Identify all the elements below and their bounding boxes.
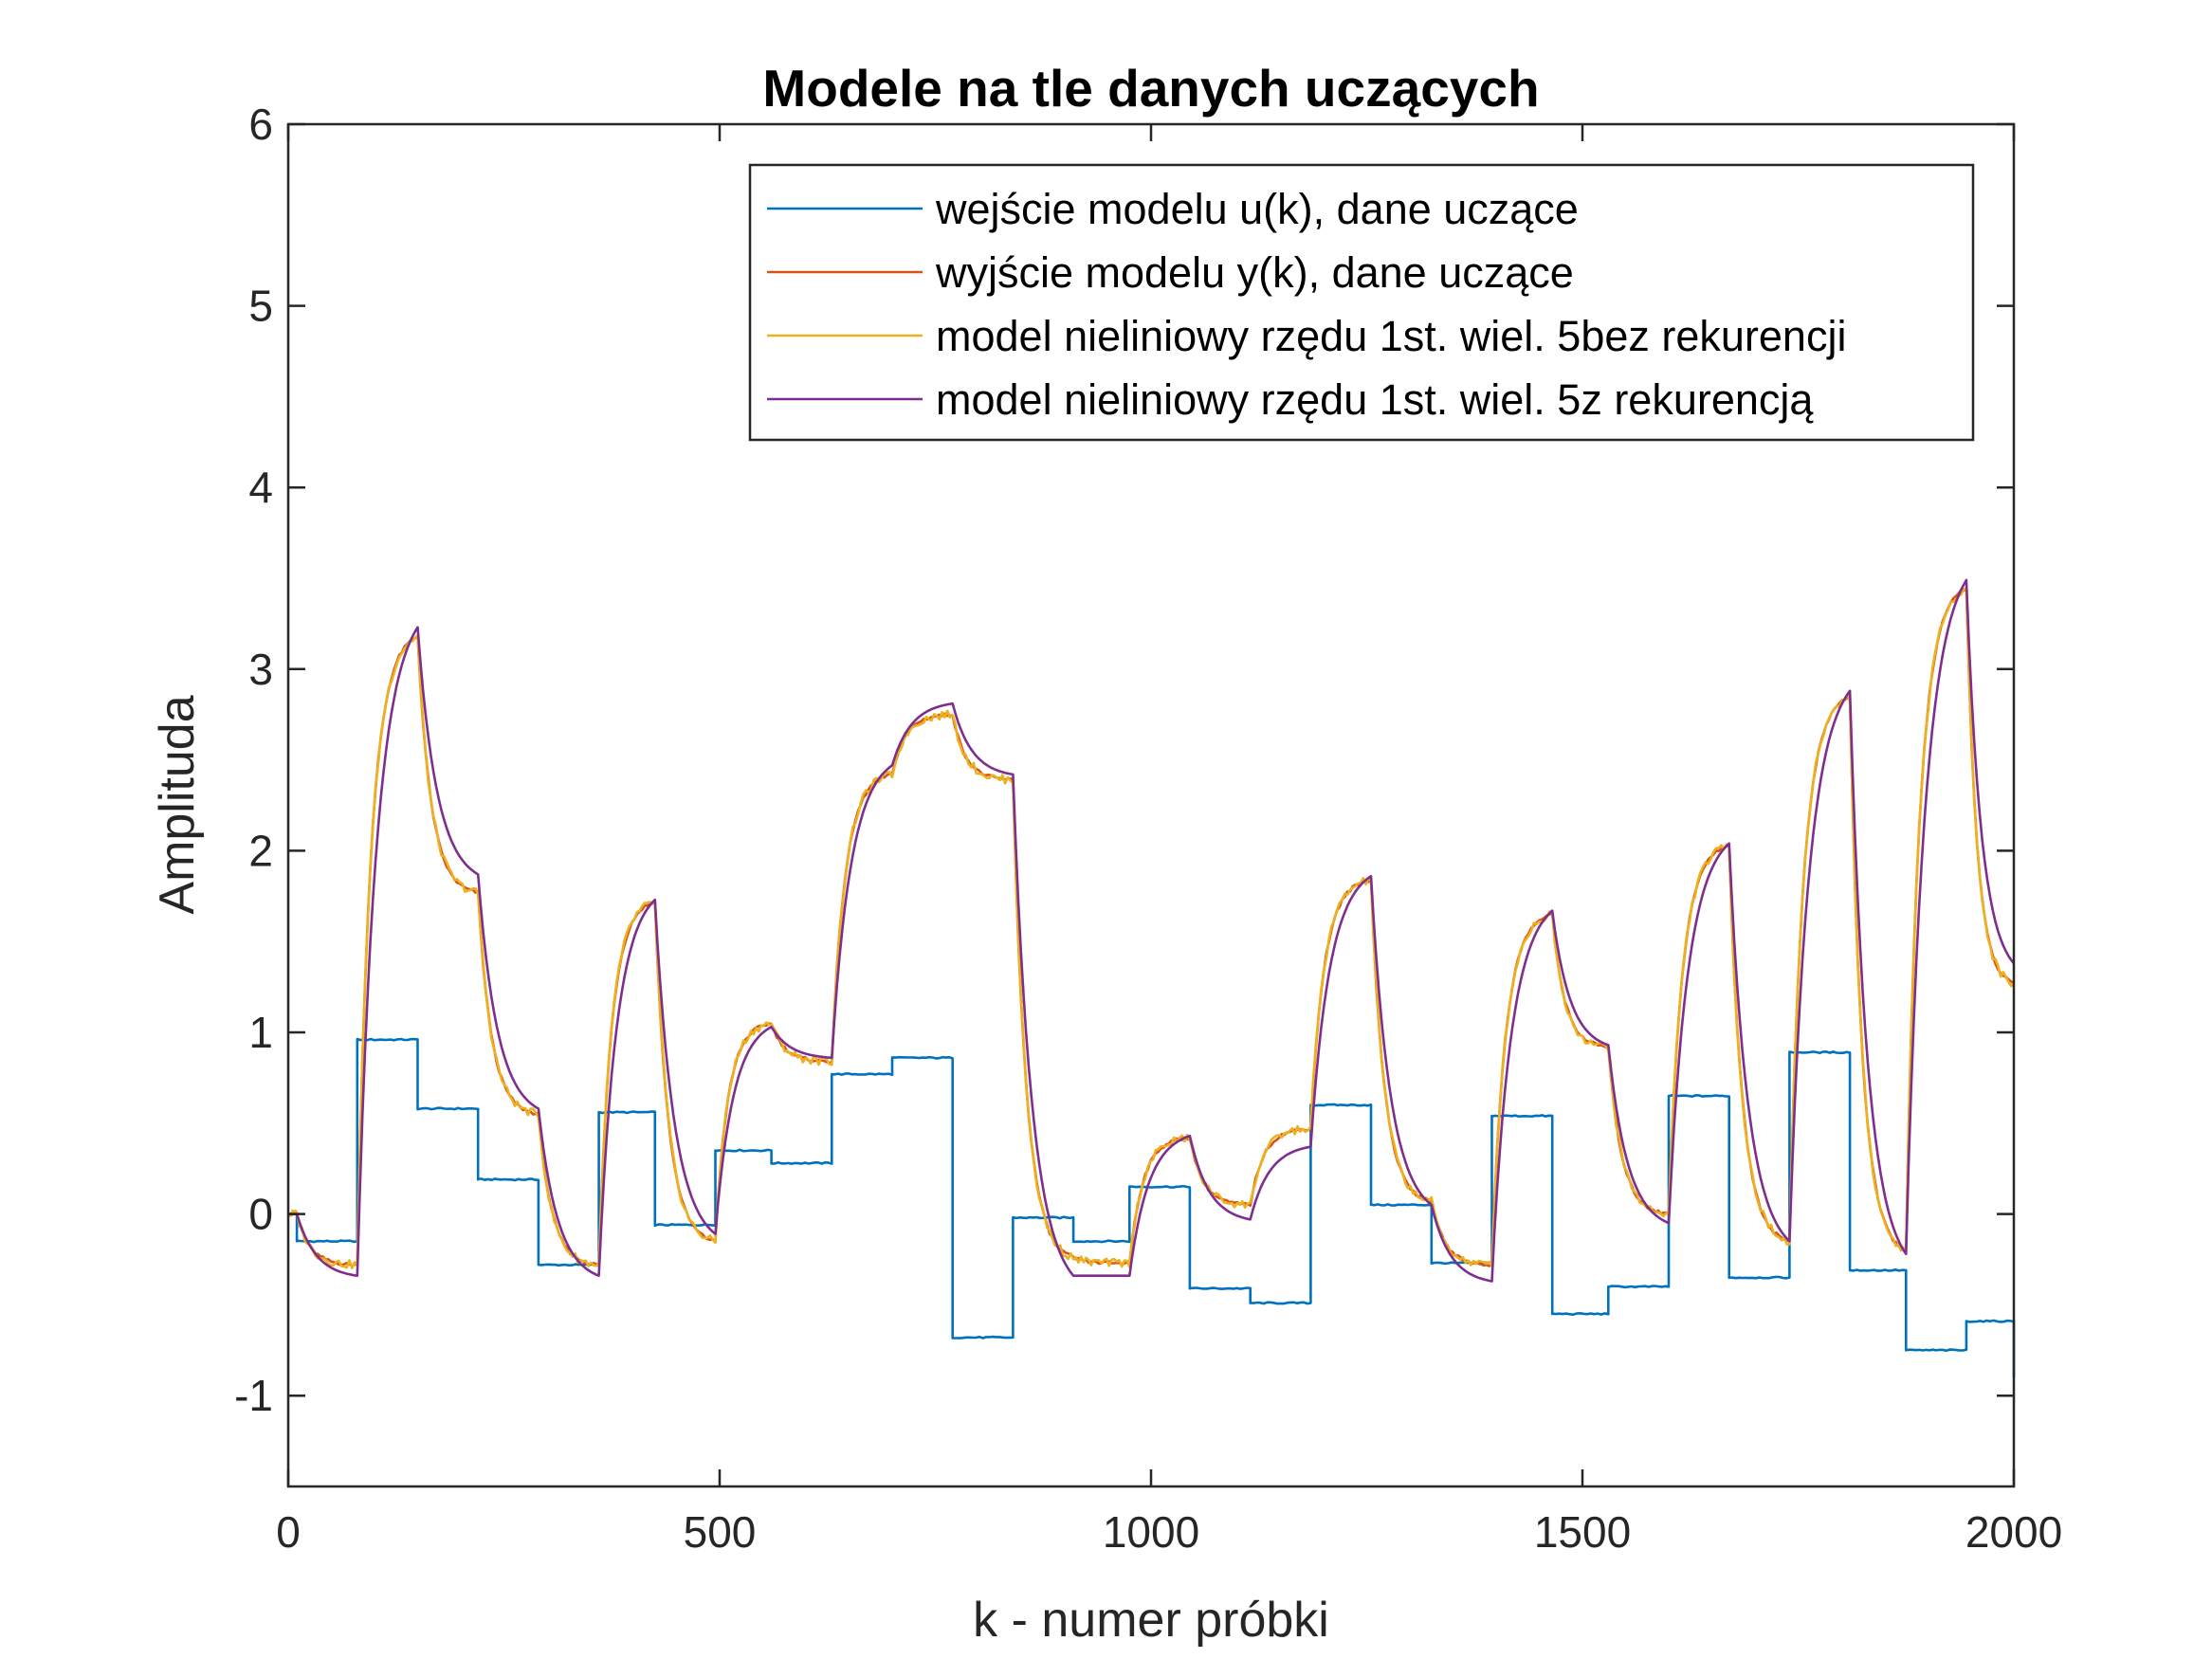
- legend-label-4: model nieliniowy rzędu 1st. wiel. 5z rek…: [936, 375, 1814, 424]
- legend-label-1: wejście modelu u(k), dane uczące: [935, 185, 1579, 233]
- legend: wejście modelu u(k), dane uczące wyjście …: [748, 163, 1975, 442]
- y-tick-label: 1: [248, 1008, 273, 1057]
- y-tick-label: -1: [234, 1371, 273, 1420]
- y-tick-label: 4: [248, 463, 273, 512]
- series-line-4: [288, 578, 2016, 1283]
- x-tick-label: 1000: [1103, 1507, 1199, 1557]
- legend-box: [748, 163, 1975, 442]
- tick-layer: 0 500 1000 1500 2000 -1 0 1 2 3 4 5 6: [234, 100, 2062, 1557]
- y-tick-label: 0: [248, 1190, 273, 1239]
- y-tick-label: 2: [248, 826, 273, 875]
- chart-title: Modele na tle danych uczących: [762, 59, 1539, 118]
- y-tick-label: 5: [248, 282, 273, 331]
- x-axis-label: k - numer próbki: [973, 1593, 1329, 1648]
- legend-label-3: model nieliniowy rzędu 1st. wiel. 5bez r…: [936, 312, 1846, 360]
- y-tick-label: 3: [248, 645, 273, 694]
- x-tick-label: 2000: [1965, 1507, 2062, 1557]
- x-tick-label: 1500: [1534, 1507, 1631, 1557]
- x-tick-label: 500: [684, 1507, 757, 1557]
- legend-label-2: wyjście modelu y(k), dane uczące: [935, 248, 1574, 297]
- y-tick-label: 6: [248, 100, 273, 149]
- series-layer: [287, 578, 2016, 1377]
- x-tick-label: 0: [276, 1507, 301, 1557]
- y-axis-label: Amplituda: [150, 695, 205, 914]
